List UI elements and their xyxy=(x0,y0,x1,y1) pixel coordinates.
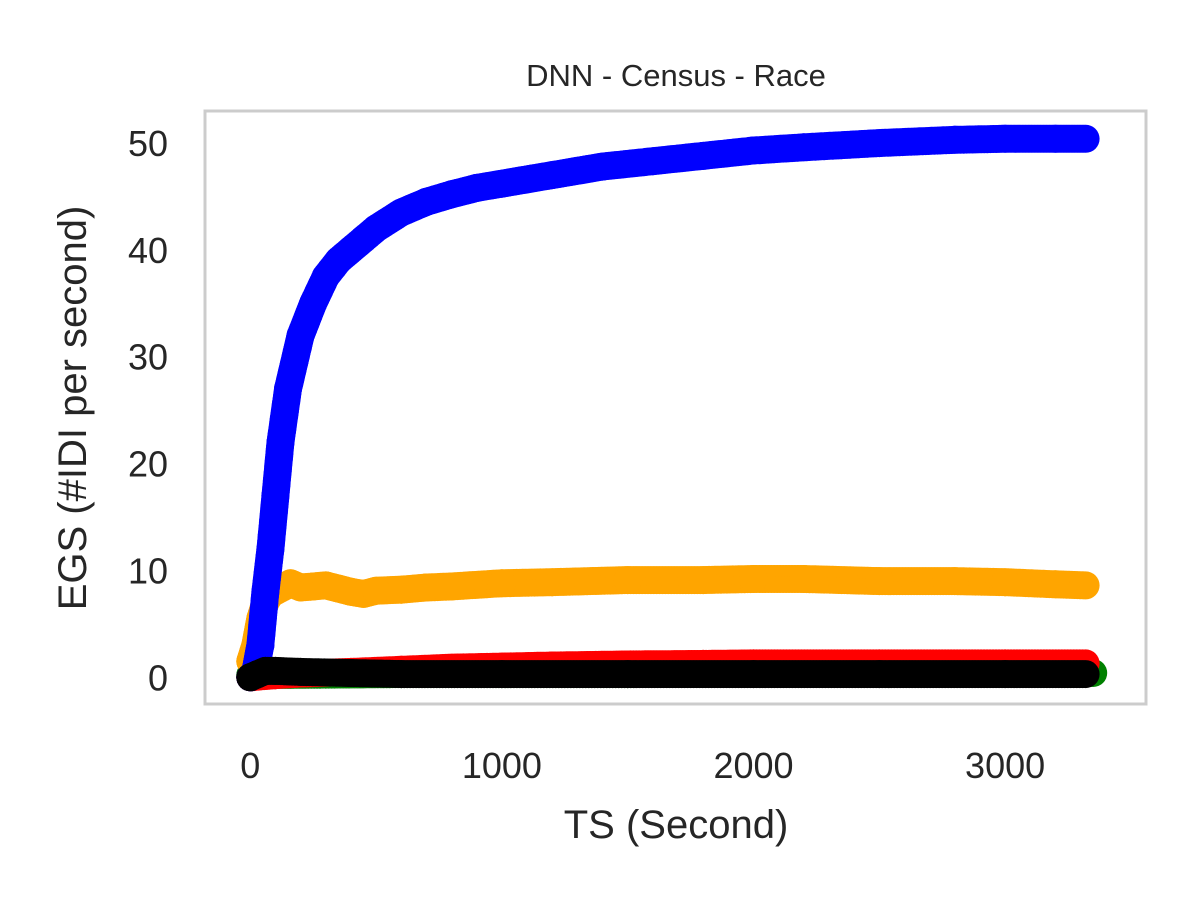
data-point xyxy=(362,214,391,243)
data-point xyxy=(739,565,768,593)
data-point xyxy=(739,660,768,689)
data-point xyxy=(940,125,969,154)
series-4 xyxy=(236,656,1100,692)
y-tick-label: 20 xyxy=(128,444,168,485)
data-point xyxy=(487,169,516,198)
plot-frame xyxy=(203,109,1148,706)
data-point xyxy=(412,573,441,602)
data-point xyxy=(387,660,416,689)
series-2 xyxy=(236,565,1100,676)
y-axis-label: EGS (#IDI per second) xyxy=(51,206,95,611)
data-point xyxy=(251,577,280,606)
data-point xyxy=(387,198,416,227)
x-tick-labels: 0 1000 2000 3000 xyxy=(240,745,1045,786)
data-point xyxy=(1071,124,1100,153)
data-point xyxy=(739,136,768,165)
data-point xyxy=(1071,571,1100,600)
y-tick-label: 0 xyxy=(148,657,168,698)
series-4-track xyxy=(236,656,1097,692)
data-point xyxy=(689,141,718,170)
x-tick-label: 2000 xyxy=(713,745,793,786)
data-point xyxy=(789,565,818,593)
data-point xyxy=(362,576,391,605)
series-layer xyxy=(236,124,1108,692)
data-point xyxy=(286,321,315,350)
y-tick-label: 30 xyxy=(128,337,168,378)
data-point xyxy=(1041,124,1070,153)
data-point xyxy=(261,656,290,685)
y-tick-label: 40 xyxy=(128,230,168,271)
data-point xyxy=(487,660,516,689)
data-point xyxy=(638,147,667,176)
data-point xyxy=(789,133,818,162)
data-point xyxy=(613,660,642,689)
data-point xyxy=(487,569,516,598)
data-point xyxy=(437,180,466,209)
data-point xyxy=(462,173,491,202)
data-point xyxy=(588,152,617,181)
data-point xyxy=(865,129,894,158)
data-point xyxy=(865,567,894,596)
data-point xyxy=(261,481,290,510)
data-point xyxy=(689,566,718,595)
x-tick-label: 0 xyxy=(240,745,260,786)
data-point xyxy=(1041,570,1070,599)
y-tick-label: 10 xyxy=(128,550,168,591)
x-axis-label: TS (Second) xyxy=(564,803,789,847)
data-point xyxy=(256,535,285,564)
data-point xyxy=(613,566,642,595)
data-point xyxy=(991,124,1020,153)
data-point xyxy=(940,567,969,596)
data-point xyxy=(246,631,275,660)
y-tick-label: 50 xyxy=(128,123,168,164)
data-point xyxy=(412,187,441,216)
x-tick-label: 3000 xyxy=(965,745,1045,786)
x-tick-label: 1000 xyxy=(462,745,542,786)
data-point xyxy=(274,374,302,403)
data-point xyxy=(538,568,567,597)
data-point xyxy=(1071,660,1100,689)
data-point xyxy=(991,660,1020,689)
data-point xyxy=(387,575,416,604)
data-point xyxy=(991,568,1020,597)
data-point xyxy=(538,161,567,190)
chart-title: DNN - Census - Race xyxy=(526,58,826,93)
data-point xyxy=(299,289,328,318)
data-point xyxy=(437,572,466,601)
data-point xyxy=(286,657,315,686)
data-point xyxy=(336,659,365,687)
data-point xyxy=(865,660,894,689)
data-point xyxy=(266,428,295,457)
y-tick-labels: 0 10 20 30 40 50 xyxy=(128,123,168,698)
